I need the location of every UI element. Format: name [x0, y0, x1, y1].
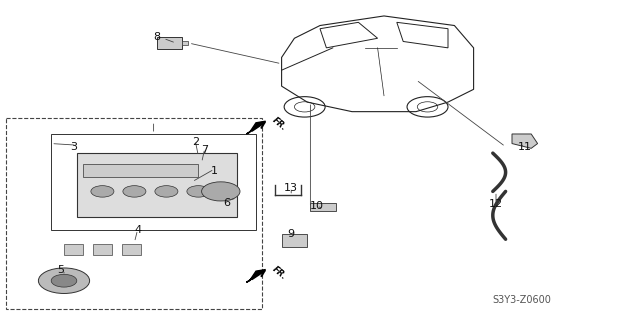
Circle shape: [155, 186, 178, 197]
Bar: [64, 244, 83, 255]
Circle shape: [91, 186, 114, 197]
Polygon shape: [246, 270, 266, 282]
Bar: [122, 244, 141, 255]
Text: 3: 3: [70, 142, 77, 152]
Circle shape: [202, 182, 240, 201]
Text: FR.: FR.: [271, 116, 289, 133]
Text: 4: 4: [134, 225, 141, 235]
Bar: [157, 37, 182, 49]
Circle shape: [38, 268, 90, 293]
Text: 1: 1: [211, 166, 218, 176]
Text: 8: 8: [153, 32, 161, 42]
Text: 6: 6: [224, 197, 230, 208]
Text: 10: 10: [310, 201, 324, 211]
Circle shape: [123, 186, 146, 197]
Text: S3Y3-Z0600: S3Y3-Z0600: [492, 295, 551, 305]
Text: 11: 11: [518, 142, 532, 152]
Bar: [282, 234, 307, 247]
Polygon shape: [246, 121, 266, 134]
Bar: [83, 164, 198, 177]
FancyBboxPatch shape: [77, 153, 237, 217]
Text: 5: 5: [58, 264, 64, 275]
Bar: [182, 41, 188, 45]
Text: 7: 7: [201, 145, 209, 155]
Polygon shape: [512, 134, 538, 148]
Circle shape: [187, 186, 210, 197]
Text: 9: 9: [287, 229, 295, 240]
Text: 12: 12: [489, 199, 503, 209]
Circle shape: [51, 274, 77, 287]
Text: FR.: FR.: [271, 264, 289, 281]
Bar: [93, 244, 112, 255]
Text: 2: 2: [191, 137, 199, 147]
Text: 13: 13: [284, 183, 298, 193]
Polygon shape: [310, 203, 336, 211]
